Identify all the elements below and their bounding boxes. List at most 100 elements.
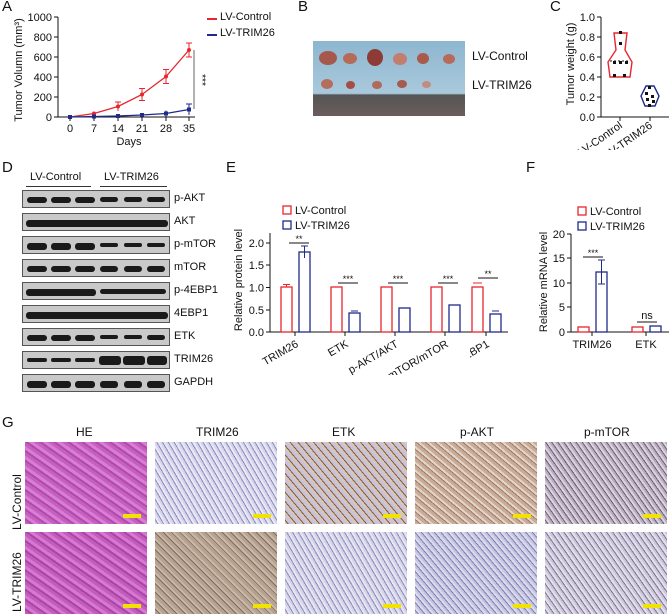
histo-col-etk: ETK xyxy=(332,425,356,439)
svg-text:Tumor Volumn (mm³): Tumor Volumn (mm³) xyxy=(13,18,25,122)
svg-text:ns: ns xyxy=(641,310,653,322)
histo-row-trim26: LV-TRIM26 xyxy=(10,552,24,612)
photo-label-trim26: LV-TRIM26 xyxy=(472,78,532,92)
svg-text:p-4EBP1/4EBP1: p-4EBP1/4EBP1 xyxy=(470,338,492,375)
histo-he-trim26 xyxy=(25,532,147,614)
svg-text:LV-TRIM26: LV-TRIM26 xyxy=(590,221,645,233)
svg-text:0: 0 xyxy=(67,123,73,135)
blot-trim26 xyxy=(22,351,170,369)
group-underline-trim26 xyxy=(100,186,167,187)
panel-letter-a: A xyxy=(2,0,13,15)
svg-text:0.5: 0.5 xyxy=(249,305,264,317)
blot-p-4ebp1 xyxy=(22,282,170,300)
panel-letter-b: B xyxy=(298,0,309,15)
blot-label: GAPDH xyxy=(174,376,214,388)
svg-text:LV-Control: LV-Control xyxy=(590,206,641,218)
blot-label: mTOR xyxy=(174,261,207,273)
svg-text:800: 800 xyxy=(34,32,52,44)
svg-text:***: *** xyxy=(196,74,207,86)
tumor-volume-line-chart: 0 200 400 600 800 1000 0 7 14 21 28 35 D… xyxy=(13,12,207,148)
legend-marker-control xyxy=(207,18,217,20)
svg-text:0.2: 0.2 xyxy=(580,92,595,104)
blot-akt xyxy=(22,213,170,231)
svg-text:1.5: 1.5 xyxy=(249,260,264,272)
svg-text:10: 10 xyxy=(553,278,565,290)
histo-row-control: LV-Control xyxy=(10,474,24,530)
svg-text:ETK: ETK xyxy=(635,339,657,351)
svg-text:LV-TRIM26: LV-TRIM26 xyxy=(295,220,350,232)
blot-gapdh xyxy=(22,374,170,392)
tumor-photo xyxy=(313,41,465,116)
histo-etk-trim26 xyxy=(285,532,407,614)
svg-text:28: 28 xyxy=(160,123,172,135)
svg-text:Days: Days xyxy=(116,136,142,148)
svg-text:1.0: 1.0 xyxy=(249,283,264,295)
blot-label: TRIM26 xyxy=(174,353,214,365)
legend-marker-trim26 xyxy=(207,34,217,36)
svg-text:TRIM26: TRIM26 xyxy=(572,339,611,351)
svg-text:400: 400 xyxy=(34,72,52,84)
relative-mrna-bar-chart: LV-Control LV-TRIM26 0 5 10 15 20 Relati… xyxy=(538,206,669,351)
histo-he-control xyxy=(25,442,147,524)
panel-letter-e: E xyxy=(226,159,237,176)
svg-text:***: *** xyxy=(343,274,354,284)
svg-text:0.0: 0.0 xyxy=(249,327,264,339)
relative-protein-bar-chart-last-group: ** p-4EBP1/4EBP1 xyxy=(470,269,508,375)
histo-p-akt-trim26 xyxy=(415,532,537,614)
svg-text:0: 0 xyxy=(46,112,52,124)
blot-label: AKT xyxy=(174,215,196,227)
blot-label: p-AKT xyxy=(174,192,206,204)
blot-label: 4EBP1 xyxy=(174,307,209,319)
panel-letter-c: C xyxy=(550,0,561,15)
svg-text:0.0: 0.0 xyxy=(580,112,595,124)
svg-text:Relative mRNA level: Relative mRNA level xyxy=(538,232,550,332)
svg-text:21: 21 xyxy=(136,123,148,135)
svg-text:0.4: 0.4 xyxy=(580,72,595,84)
blot-group-control: LV-Control xyxy=(30,171,82,183)
svg-text:0: 0 xyxy=(559,327,565,339)
histo-trim26-control xyxy=(155,442,277,524)
histo-col-trim26: TRIM26 xyxy=(196,425,239,439)
blot-label: p-4EBP1 xyxy=(174,284,219,296)
svg-text:20: 20 xyxy=(553,229,565,241)
histo-col-p-mtor: p-mTOR xyxy=(584,425,630,439)
legend-label-control: LV-Control xyxy=(220,11,272,23)
relative-protein-bar-chart: 0.0 0.5 1.0 1.5 2.0 Relative protein lev… xyxy=(233,205,480,375)
histo-col-he: HE xyxy=(76,425,93,439)
svg-text:2.0: 2.0 xyxy=(249,238,264,250)
svg-text:LV-Control: LV-Control xyxy=(295,205,346,217)
panel-letter-g: G xyxy=(2,414,14,431)
svg-text:***: *** xyxy=(443,274,454,284)
panel-letter-f: F xyxy=(526,159,536,176)
svg-text:15: 15 xyxy=(553,253,565,265)
histo-trim26-trim26 xyxy=(155,532,277,614)
photo-label-control: LV-Control xyxy=(472,49,528,63)
svg-text:***: *** xyxy=(588,248,599,258)
svg-text:Tumor weight (g): Tumor weight (g) xyxy=(565,23,577,106)
svg-text:***: *** xyxy=(393,274,404,284)
legend-label-trim26: LV-TRIM26 xyxy=(220,27,275,39)
tumor-weight-violin-chart: 0.0 0.2 0.4 0.6 0.8 1.0 Tumor weight (g)… xyxy=(565,12,669,150)
blot-group-trim26: LV-TRIM26 xyxy=(104,171,159,183)
svg-text:7: 7 xyxy=(91,123,97,135)
blot-label: ETK xyxy=(174,330,196,342)
svg-text:**: ** xyxy=(484,269,492,279)
histo-p-mtor-control xyxy=(545,442,667,524)
blot-p-mtor xyxy=(22,236,170,254)
svg-text:600: 600 xyxy=(34,52,52,64)
svg-text:35: 35 xyxy=(183,123,195,135)
group-underline-control xyxy=(26,186,91,187)
svg-text:ETK: ETK xyxy=(326,338,351,359)
svg-text:5: 5 xyxy=(559,302,565,314)
svg-text:0.6: 0.6 xyxy=(580,52,595,64)
svg-text:1000: 1000 xyxy=(28,12,52,24)
blot-p-akt xyxy=(22,190,170,208)
panel-letter-d: D xyxy=(2,159,13,176)
blot-mtor xyxy=(22,259,170,277)
histo-etk-control xyxy=(285,442,407,524)
svg-text:TRIM26: TRIM26 xyxy=(261,338,301,368)
blot-4ebp1 xyxy=(22,305,170,323)
blot-etk xyxy=(22,328,170,346)
svg-text:200: 200 xyxy=(34,92,52,104)
histo-p-akt-control xyxy=(415,442,537,524)
